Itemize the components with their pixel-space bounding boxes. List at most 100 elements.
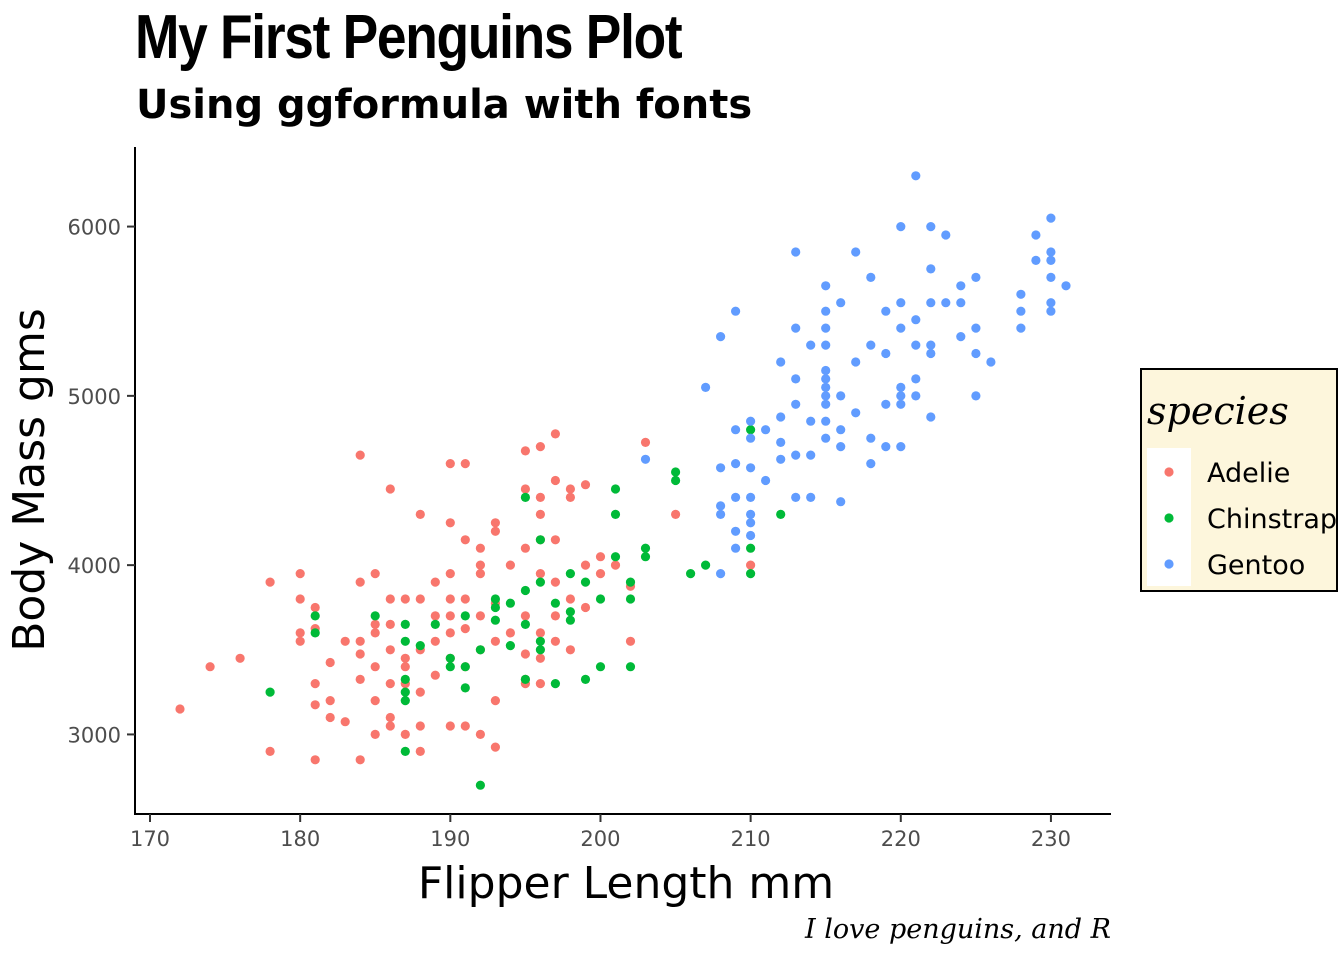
y-tick-label: 6000 — [68, 216, 121, 240]
point-gentoo — [791, 492, 801, 502]
point-adelie — [460, 594, 470, 604]
point-adelie — [550, 577, 561, 587]
point-gentoo — [821, 306, 831, 316]
point-gentoo — [971, 348, 981, 359]
point-gentoo — [881, 399, 891, 409]
point-adelie — [445, 594, 455, 604]
legend-label-gentoo: Gentoo — [1207, 550, 1305, 581]
point-gentoo — [866, 459, 876, 469]
point-chinstrap — [565, 615, 576, 625]
point-adelie — [355, 755, 365, 765]
point-adelie — [475, 543, 485, 553]
point-adelie — [640, 437, 651, 447]
point-gentoo — [761, 475, 771, 486]
point-gentoo — [821, 399, 831, 409]
point-adelie — [520, 446, 531, 456]
point-chinstrap — [550, 598, 561, 608]
point-chinstrap — [490, 615, 500, 625]
point-chinstrap — [430, 619, 440, 630]
point-chinstrap — [550, 679, 561, 689]
point-adelie — [550, 535, 561, 545]
point-chinstrap — [671, 467, 681, 477]
point-adelie — [625, 636, 636, 646]
point-gentoo — [1016, 323, 1026, 333]
point-adelie — [415, 746, 425, 757]
point-gentoo — [1061, 281, 1071, 291]
point-gentoo — [941, 298, 951, 308]
point-adelie — [400, 729, 410, 740]
point-adelie — [535, 628, 546, 638]
point-gentoo — [881, 306, 891, 316]
point-adelie — [520, 543, 531, 553]
point-adelie — [370, 729, 380, 740]
point-gentoo — [836, 442, 846, 452]
point-adelie — [355, 674, 365, 685]
point-adelie — [295, 628, 305, 638]
point-adelie — [550, 475, 561, 486]
point-gentoo — [776, 454, 786, 464]
point-adelie — [175, 704, 185, 714]
point-adelie — [490, 696, 500, 706]
point-chinstrap — [610, 484, 621, 494]
point-gentoo — [1031, 230, 1041, 240]
point-gentoo — [1031, 255, 1041, 265]
point-adelie — [370, 662, 380, 672]
point-chinstrap — [520, 585, 531, 596]
point-gentoo — [791, 450, 801, 460]
point-gentoo — [851, 408, 861, 418]
point-chinstrap — [580, 577, 591, 587]
point-gentoo — [640, 454, 651, 464]
point-adelie — [445, 569, 455, 579]
point-adelie — [535, 653, 546, 663]
point-chinstrap — [520, 619, 531, 630]
point-chinstrap — [400, 746, 410, 757]
point-gentoo — [776, 437, 786, 447]
point-chinstrap — [490, 602, 500, 613]
point-adelie — [415, 721, 425, 731]
point-chinstrap — [400, 674, 410, 685]
data-points — [175, 171, 1071, 790]
point-chinstrap — [535, 535, 546, 545]
legend-label-chinstrap: Chinstrap — [1207, 504, 1337, 535]
point-chinstrap — [580, 674, 591, 685]
point-adelie — [370, 619, 380, 630]
point-chinstrap — [310, 628, 320, 638]
point-chinstrap — [445, 662, 455, 672]
point-gentoo — [896, 222, 906, 232]
point-gentoo — [866, 340, 876, 350]
axes — [134, 147, 1111, 815]
x-tick-label: 200 — [580, 827, 620, 851]
point-gentoo — [776, 357, 786, 367]
legend-key-gentoo — [1164, 559, 1174, 569]
point-chinstrap — [520, 674, 531, 685]
point-adelie — [235, 653, 245, 663]
y-axis-title: Body Mass gms — [4, 308, 55, 652]
point-adelie — [310, 755, 320, 765]
point-gentoo — [731, 492, 741, 502]
point-gentoo — [821, 391, 831, 401]
point-chinstrap — [400, 619, 410, 630]
x-tick-label: 220 — [881, 827, 921, 851]
point-gentoo — [731, 526, 741, 536]
point-adelie — [580, 480, 591, 490]
point-gentoo — [806, 492, 816, 502]
point-gentoo — [1046, 247, 1056, 257]
point-gentoo — [731, 306, 741, 316]
point-chinstrap — [610, 552, 621, 562]
x-tick-label: 210 — [731, 827, 771, 851]
point-chinstrap — [310, 611, 320, 621]
point-adelie — [475, 611, 485, 621]
point-adelie — [310, 700, 320, 710]
point-adelie — [505, 628, 515, 638]
point-gentoo — [1046, 272, 1056, 282]
point-adelie — [355, 636, 365, 646]
point-gentoo — [716, 509, 726, 519]
point-gentoo — [746, 509, 756, 519]
point-gentoo — [956, 298, 966, 308]
point-gentoo — [791, 247, 801, 257]
point-gentoo — [791, 399, 801, 409]
point-chinstrap — [520, 492, 531, 502]
point-gentoo — [776, 412, 786, 422]
point-adelie — [265, 746, 275, 757]
point-adelie — [535, 442, 546, 452]
